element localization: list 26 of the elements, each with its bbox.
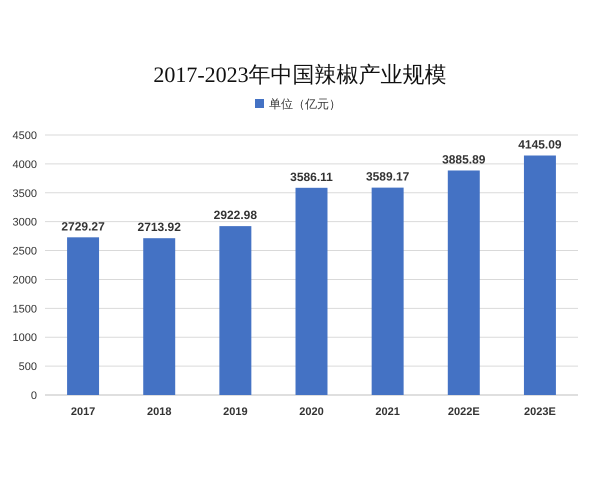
x-tick-label: 2020 (299, 406, 324, 418)
title: 2017-2023年中国辣椒产业规模 (153, 62, 447, 87)
y-tick-label: 0 (30, 390, 37, 402)
data-label: 3589.17 (366, 170, 410, 184)
y-tick-label: 4500 (12, 130, 37, 142)
y-tick-label: 3000 (12, 216, 37, 229)
data-label: 2713.92 (138, 220, 182, 234)
y-tick-label: 4000 (12, 158, 37, 171)
x-tick-label: 2018 (146, 406, 172, 418)
data-label: 4145.09 (518, 138, 562, 152)
legend-label: 单位（亿元） (269, 97, 341, 111)
x-tick-label: 2019 (223, 406, 248, 418)
y-tick-label: 1500 (12, 303, 37, 316)
x-tick-label: 2021 (375, 406, 400, 418)
y-tick-label: 3500 (12, 188, 37, 200)
x-tick-label: 2022E (448, 406, 480, 418)
data-label: 3586.11 (290, 170, 334, 184)
x-tick-label: 2017 (70, 406, 96, 418)
x-tick-label: 2023E (524, 406, 556, 418)
y-tick-label: 1000 (12, 332, 37, 344)
y-tick-label: 2500 (12, 246, 37, 258)
data-label: 3885.89 (442, 152, 486, 166)
y-tick-label: 500 (18, 361, 37, 374)
y-tick-label: 2000 (12, 274, 37, 286)
data-label: 2922.98 (214, 208, 258, 222)
data-label: 2729.27 (61, 219, 106, 234)
